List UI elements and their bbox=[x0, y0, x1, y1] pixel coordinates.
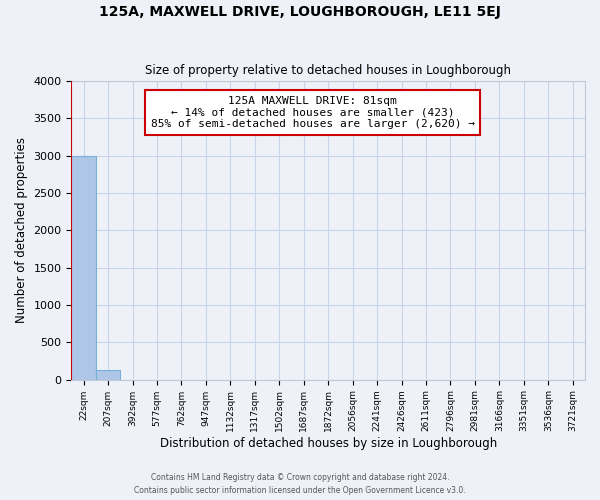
X-axis label: Distribution of detached houses by size in Loughborough: Distribution of detached houses by size … bbox=[160, 437, 497, 450]
Title: Size of property relative to detached houses in Loughborough: Size of property relative to detached ho… bbox=[145, 64, 511, 77]
Text: 125A MAXWELL DRIVE: 81sqm
← 14% of detached houses are smaller (423)
85% of semi: 125A MAXWELL DRIVE: 81sqm ← 14% of detac… bbox=[151, 96, 475, 129]
Bar bbox=[96, 370, 121, 380]
Y-axis label: Number of detached properties: Number of detached properties bbox=[15, 138, 28, 324]
Text: 125A, MAXWELL DRIVE, LOUGHBOROUGH, LE11 5EJ: 125A, MAXWELL DRIVE, LOUGHBOROUGH, LE11 … bbox=[99, 5, 501, 19]
Bar bbox=[71, 156, 96, 380]
Text: Contains HM Land Registry data © Crown copyright and database right 2024.
Contai: Contains HM Land Registry data © Crown c… bbox=[134, 474, 466, 495]
